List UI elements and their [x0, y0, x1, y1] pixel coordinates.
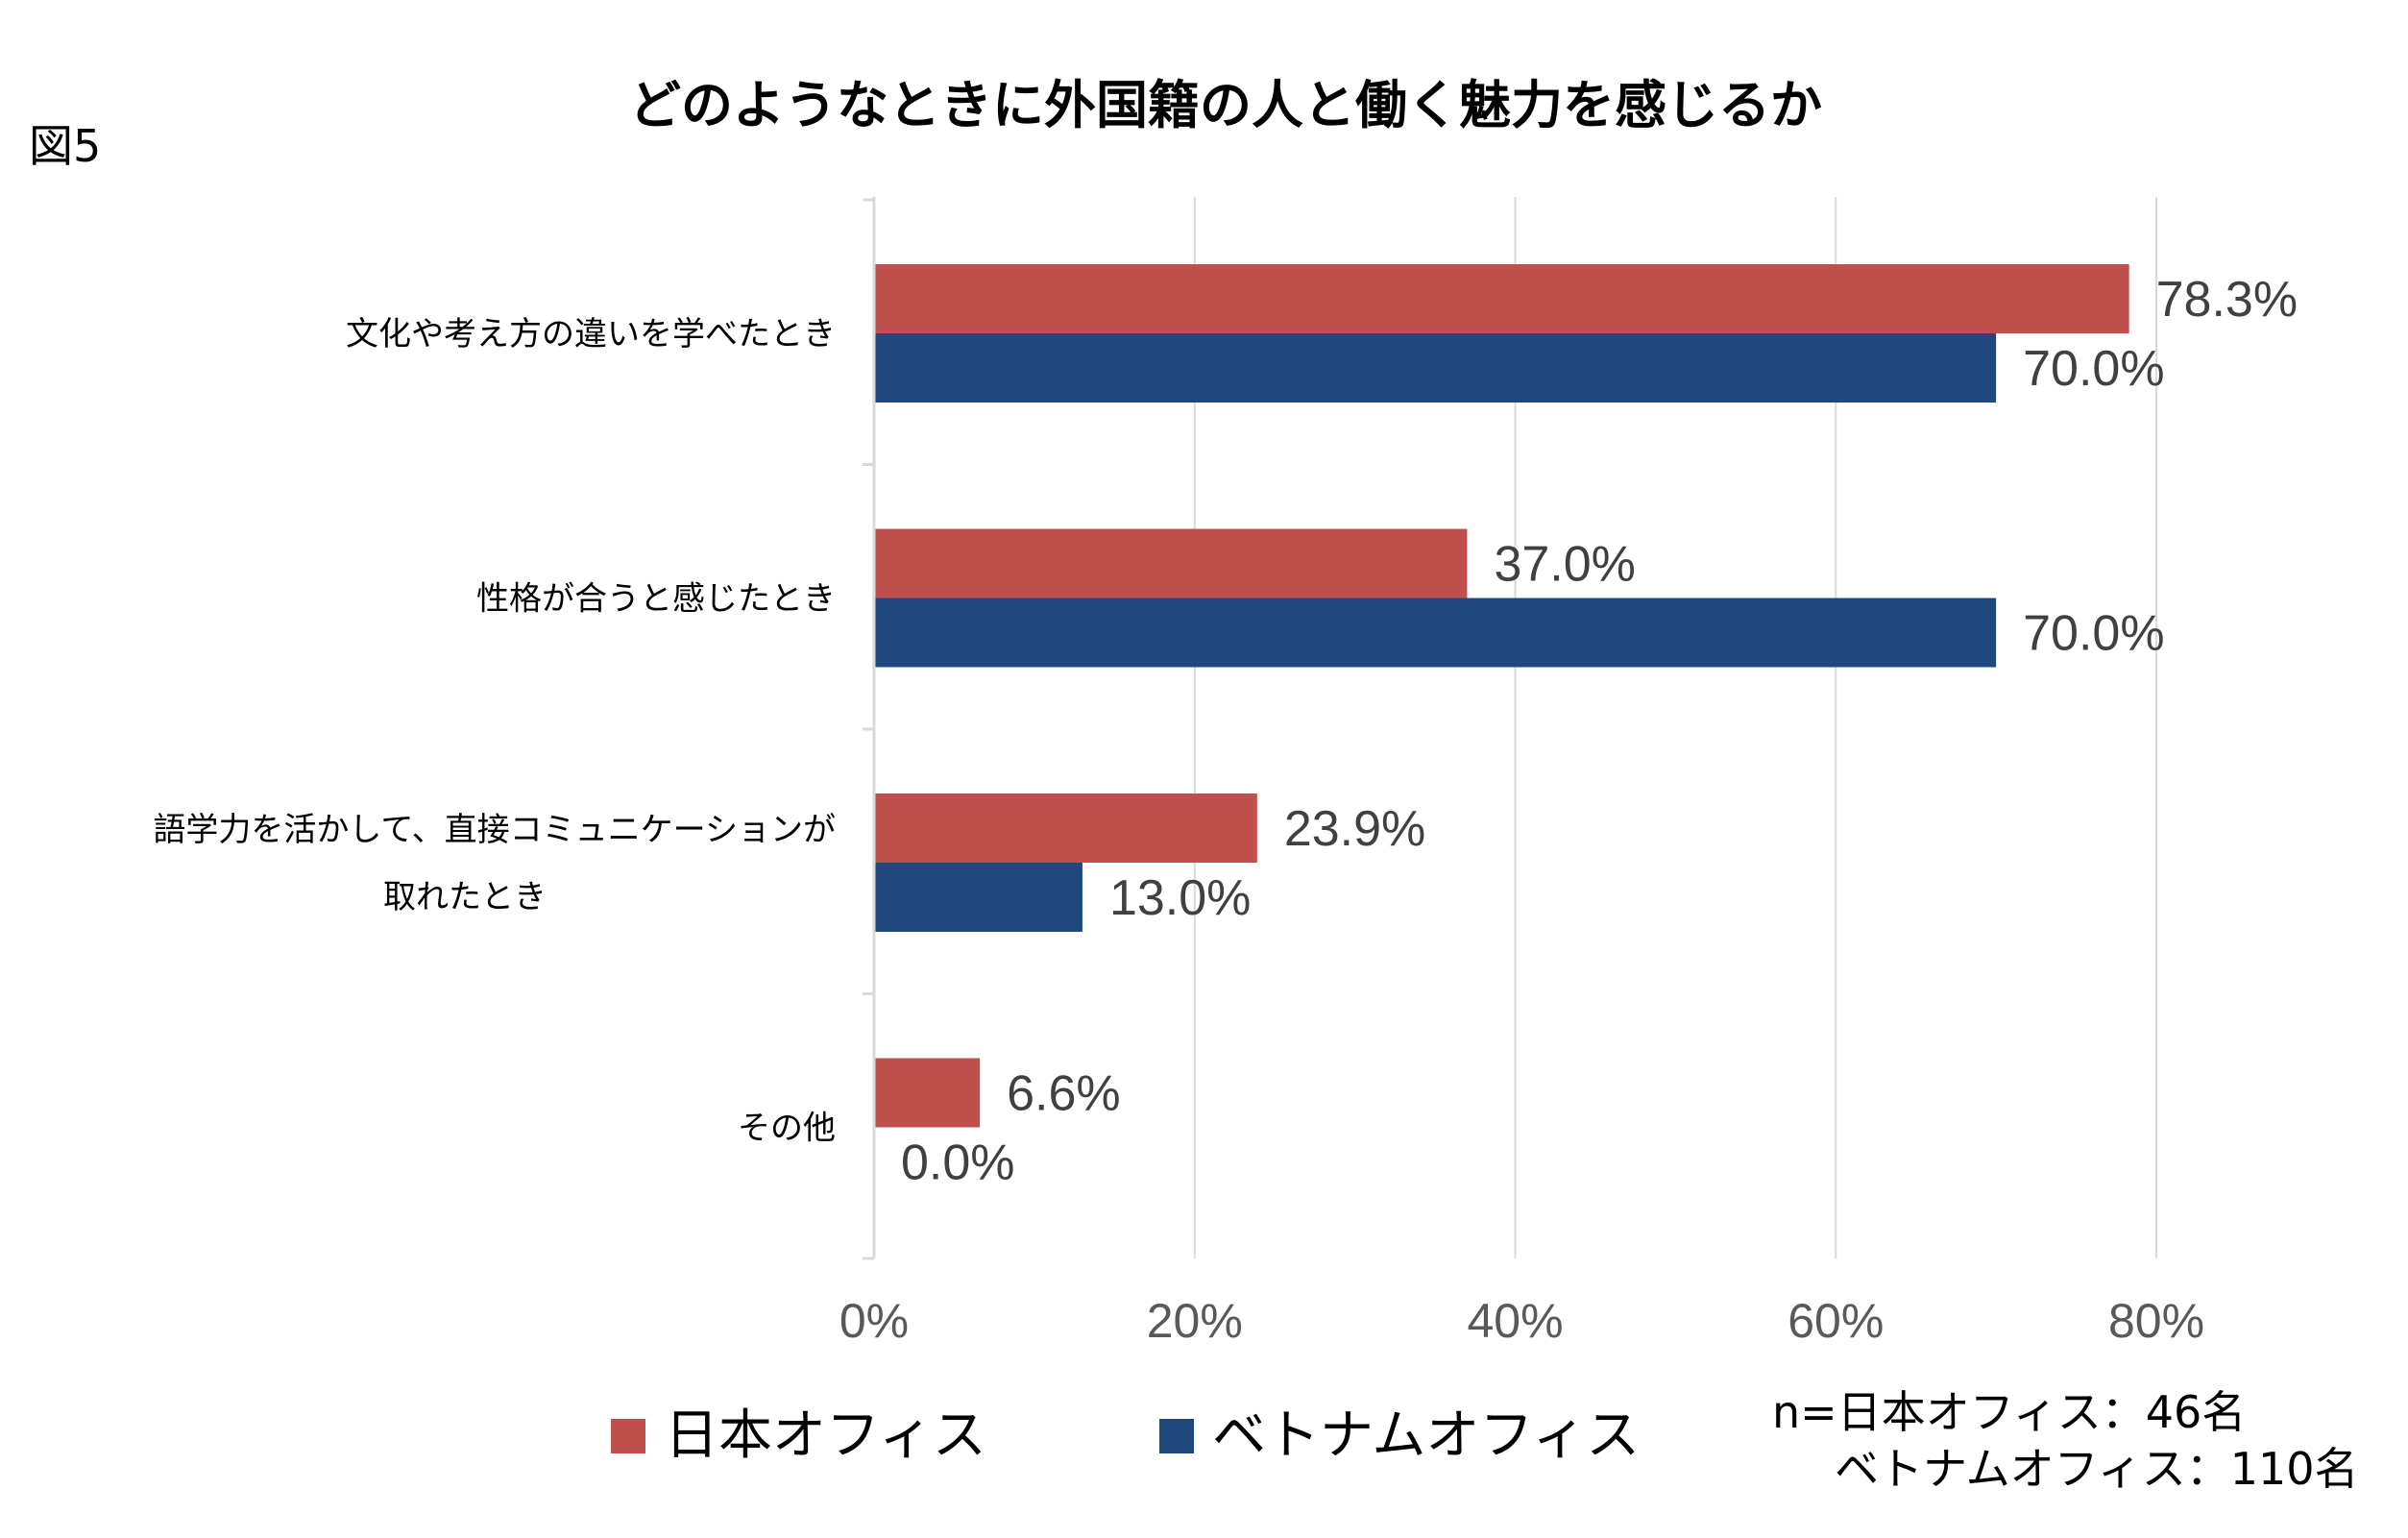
labels: 0% 20% 40% 60% 80% 78.3% 70.0% 文化や考え方の違いを学べたとき 3…: [153, 272, 2298, 1348]
bar-japan: [874, 528, 1468, 598]
sample-size-note-line1: n=日本オフィス：46名: [1772, 1386, 2246, 1438]
data-label: 70.0%: [2023, 606, 2164, 662]
bar-japan: [874, 1058, 981, 1128]
data-label: 6.6%: [1007, 1066, 1121, 1122]
legend-swatch: [611, 1419, 645, 1453]
bar-vietnam: [874, 598, 1997, 668]
sample-size-note-line2: ベトナムオフィス：110名: [1835, 1443, 2359, 1495]
bar-vietnam: [874, 863, 1082, 932]
bar-vietnam: [874, 333, 1997, 403]
x-tick-label: 60%: [1788, 1294, 1884, 1348]
category-label: その他: [738, 1110, 836, 1148]
x-tick-label: 0%: [839, 1294, 909, 1348]
data-label: 0.0%: [901, 1135, 1015, 1191]
data-label: 37.0%: [1494, 537, 1635, 593]
axes: [863, 197, 876, 1260]
data-label: 70.0%: [2023, 341, 2164, 397]
legend-label: ベトナムオフィス: [1212, 1404, 1640, 1467]
x-tick-label: 80%: [2108, 1294, 2204, 1348]
data-label: 23.9%: [1284, 801, 1425, 857]
category-label: 性格が合うと感じたとき: [476, 580, 836, 619]
category-label: 取れたとき: [383, 878, 547, 916]
data-label: 13.0%: [1109, 870, 1251, 926]
category-label: 語学力を活かして、直接コミュニケーションが: [153, 811, 836, 849]
figure-label: 図5: [29, 120, 101, 172]
legend-swatch: [1159, 1419, 1194, 1453]
data-label: 78.3%: [2156, 272, 2298, 328]
legend-label: 日本オフィス: [665, 1404, 986, 1467]
chart-title: どのようなときに外国籍の人と働く魅力を感じるか: [629, 75, 1822, 135]
legend: 日本オフィス ベトナムオフィス: [611, 1404, 1640, 1467]
category-label: 文化や考え方の違いを学べたとき: [346, 315, 836, 354]
x-tick-label: 20%: [1147, 1294, 1243, 1348]
bar-japan: [874, 264, 2129, 333]
x-tick-label: 40%: [1467, 1294, 1563, 1348]
bar-japan: [874, 793, 1257, 863]
bars: [874, 264, 2129, 1128]
